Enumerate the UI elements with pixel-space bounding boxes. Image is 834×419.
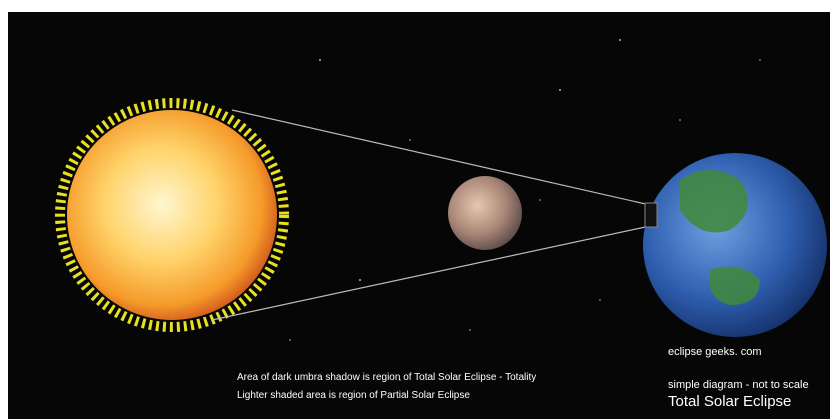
moon xyxy=(448,176,522,250)
earth-land xyxy=(680,170,760,305)
umbra-line-bottom xyxy=(211,225,651,321)
sun-corona xyxy=(55,98,289,332)
note: simple diagram - not to scale xyxy=(668,379,809,391)
credit: eclipse geeks. com xyxy=(668,346,762,358)
caption: Area of dark umbra shadow is region of T… xyxy=(237,372,536,383)
caption: Lighter shaded area is region of Partial… xyxy=(237,390,470,401)
stars xyxy=(289,39,761,381)
umbra-shadow xyxy=(644,202,658,228)
title: Total Solar Eclipse xyxy=(668,393,791,410)
umbra-line-top xyxy=(231,109,651,206)
sun xyxy=(67,110,277,320)
